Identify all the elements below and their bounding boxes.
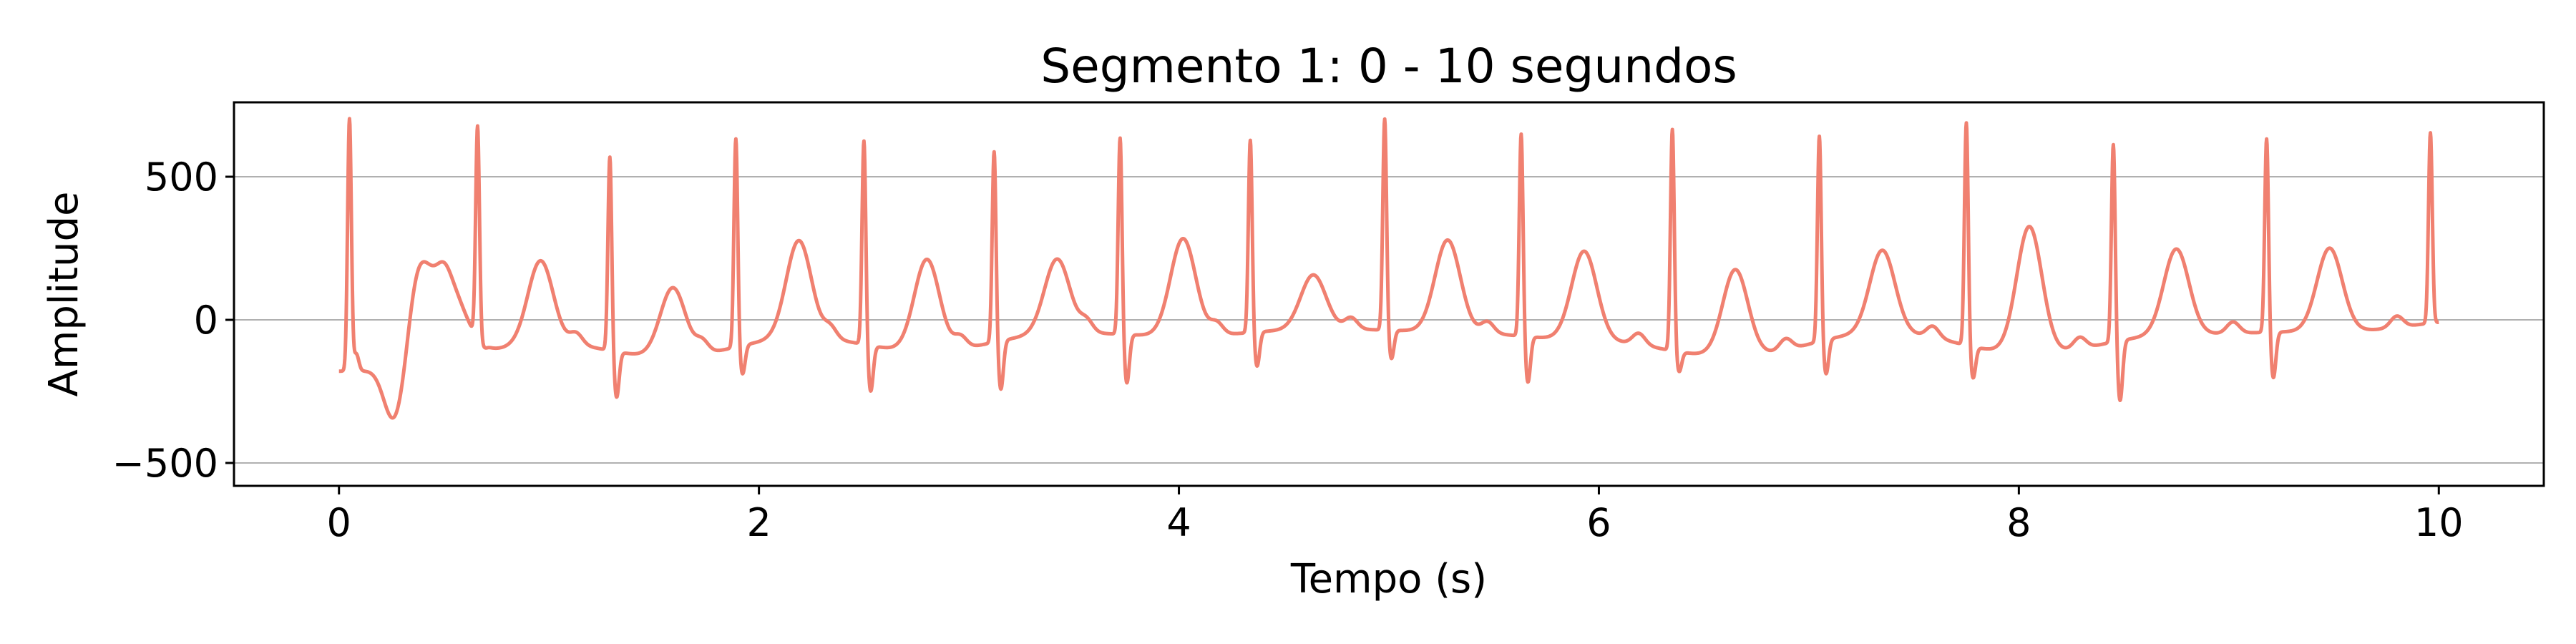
series-layer (337, 117, 2441, 420)
x-tick-label: 2 (746, 500, 771, 545)
y-tick-label: −500 (112, 441, 218, 486)
y-tick-label: 500 (145, 155, 218, 200)
y-axis-label: Amplitude (41, 192, 87, 397)
chart-title: Segmento 1: 0 - 10 segundos (1040, 39, 1737, 94)
x-tick-label: 8 (2006, 500, 2031, 545)
y-tick-label: 0 (194, 298, 218, 343)
plot-area (233, 101, 2545, 487)
y-axis: −500 0 500 (112, 155, 234, 486)
x-tick-label: 0 (327, 500, 351, 545)
x-axis: 0 2 4 6 8 10 (327, 486, 2464, 545)
x-tick-label: 4 (1166, 500, 1191, 545)
ecg-series-line (337, 117, 2441, 420)
x-tick-label: 6 (1586, 500, 1611, 545)
x-tick-label: 10 (2414, 500, 2464, 545)
x-axis-label: Tempo (s) (1290, 556, 1487, 602)
